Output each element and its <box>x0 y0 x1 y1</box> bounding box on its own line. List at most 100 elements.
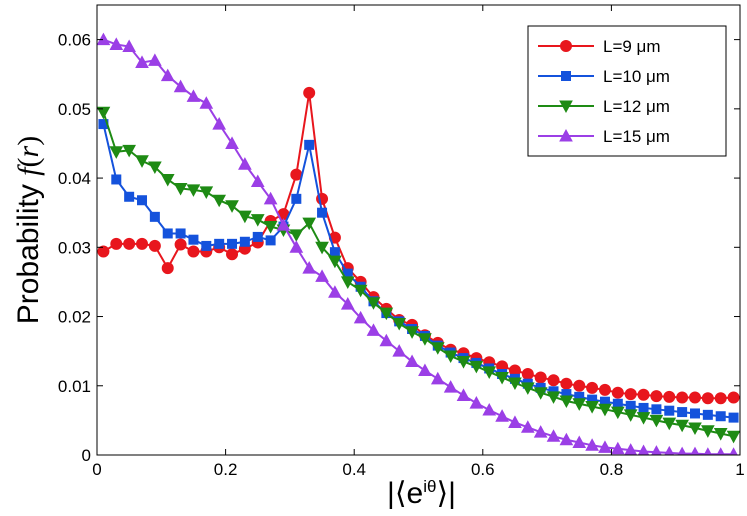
data-point-triangle-up <box>533 425 548 438</box>
data-point-triangle-down <box>430 342 445 355</box>
data-point-triangle-down <box>148 161 162 175</box>
y-axis-label: Probability f(r) <box>12 136 45 324</box>
series-layer <box>97 32 740 455</box>
data-point-triangle-up <box>690 446 700 455</box>
data-point-triangle-down <box>186 184 201 197</box>
series-line <box>102 123 734 419</box>
y-axis-title: Probability f(r) <box>12 136 45 324</box>
data-point-triangle-down <box>263 221 278 234</box>
data-point-circle <box>637 388 650 401</box>
data-point-triangle-down <box>623 409 638 422</box>
data-point-square <box>317 207 328 218</box>
data-point-triangle-up <box>353 310 368 324</box>
data-point-circle <box>136 237 149 250</box>
legend-item: L=15 μm <box>538 127 670 146</box>
y-tick-label: 0 <box>82 446 91 465</box>
data-point-triangle-up <box>520 420 535 433</box>
series-4 <box>97 32 738 455</box>
y-tick-label: 0.05 <box>58 100 91 119</box>
series-line <box>102 111 734 438</box>
data-point-triangle-up <box>186 89 201 102</box>
data-point-circle <box>560 40 572 52</box>
data-point-triangle-up <box>559 128 573 142</box>
data-point-triangle-down <box>610 406 625 420</box>
data-point-triangle-down <box>701 425 715 438</box>
data-point-circle <box>624 388 637 401</box>
data-point-triangle-down <box>675 419 689 433</box>
data-point-circle <box>598 383 611 396</box>
data-point-square <box>239 236 250 247</box>
data-point-square <box>561 71 571 81</box>
data-point-triangle-up <box>559 432 574 446</box>
data-point-circle <box>187 245 200 258</box>
data-point-triangle-down <box>533 387 548 400</box>
legend-item: L=12 μm <box>538 97 670 116</box>
data-point-triangle-up <box>598 440 612 453</box>
data-point-triangle-up <box>430 371 445 385</box>
data-point-square <box>625 400 636 411</box>
data-point-circle <box>688 391 701 404</box>
data-point-triangle-up <box>572 435 587 449</box>
data-point-triangle-up <box>148 53 162 66</box>
data-point-triangle-up <box>238 157 252 170</box>
data-point-triangle-down <box>238 210 252 224</box>
data-point-circle <box>521 368 534 380</box>
legend-label: L=9 μm <box>603 37 661 56</box>
data-point-triangle-up <box>703 447 713 455</box>
plot-frame <box>96 4 741 456</box>
data-point-triangle-up <box>469 396 484 409</box>
data-point-square <box>651 404 662 415</box>
legend-label: L=15 μm <box>603 127 670 146</box>
data-point-triangle-up <box>392 344 407 357</box>
data-point-circle <box>573 379 586 392</box>
y-tick-label: 0.04 <box>58 169 91 188</box>
data-point-circle <box>701 392 714 405</box>
data-point-circle <box>97 245 110 258</box>
data-point-triangle-up <box>122 39 136 53</box>
data-point-triangle-up <box>637 444 650 455</box>
x-tick-label: 0 <box>92 460 101 479</box>
data-point-triangle-down <box>353 284 368 298</box>
data-point-square <box>689 408 700 419</box>
data-point-square <box>162 228 173 239</box>
series-2 <box>98 119 739 423</box>
data-point-triangle-down <box>392 317 407 331</box>
x-tick-label: 0.6 <box>471 460 495 479</box>
data-point-triangle-down <box>405 326 419 339</box>
data-point-triangle-down <box>135 155 149 168</box>
data-point-triangle-down <box>559 395 574 409</box>
data-point-triangle-up <box>289 240 304 253</box>
legend-item: L=10 μm <box>538 67 670 86</box>
data-point-triangle-down <box>199 186 214 199</box>
data-point-triangle-down <box>328 255 342 269</box>
data-point-circle <box>534 371 547 384</box>
data-point-triangle-up <box>212 117 227 130</box>
data-point-triangle-down <box>598 403 612 417</box>
data-point-triangle-up <box>405 354 419 368</box>
data-point-circle <box>663 390 676 403</box>
data-point-square <box>252 231 263 242</box>
x-tick-label: 1 <box>735 460 744 479</box>
data-point-triangle-down <box>225 200 239 213</box>
data-point-circle <box>611 386 624 399</box>
data-point-circle <box>161 262 174 275</box>
data-point-square <box>265 235 276 246</box>
data-point-circle <box>110 237 123 250</box>
data-point-circle <box>226 248 239 261</box>
data-point-triangle-down <box>109 146 124 159</box>
data-point-triangle-up <box>263 191 278 205</box>
data-point-triangle-down <box>379 307 394 321</box>
data-point-triangle-down <box>649 414 664 428</box>
data-point-triangle-down <box>688 422 702 436</box>
data-point-square <box>664 405 675 416</box>
data-point-square <box>304 139 315 150</box>
y-tick-label: 0.01 <box>58 377 91 396</box>
data-point-triangle-down <box>302 217 317 231</box>
data-point-triangle-down <box>212 194 227 208</box>
data-point-triangle-down <box>418 333 432 346</box>
data-point-square <box>702 409 713 420</box>
data-point-triangle-down <box>173 182 188 196</box>
data-point-square <box>149 211 160 222</box>
data-point-triangle-down <box>572 398 587 411</box>
